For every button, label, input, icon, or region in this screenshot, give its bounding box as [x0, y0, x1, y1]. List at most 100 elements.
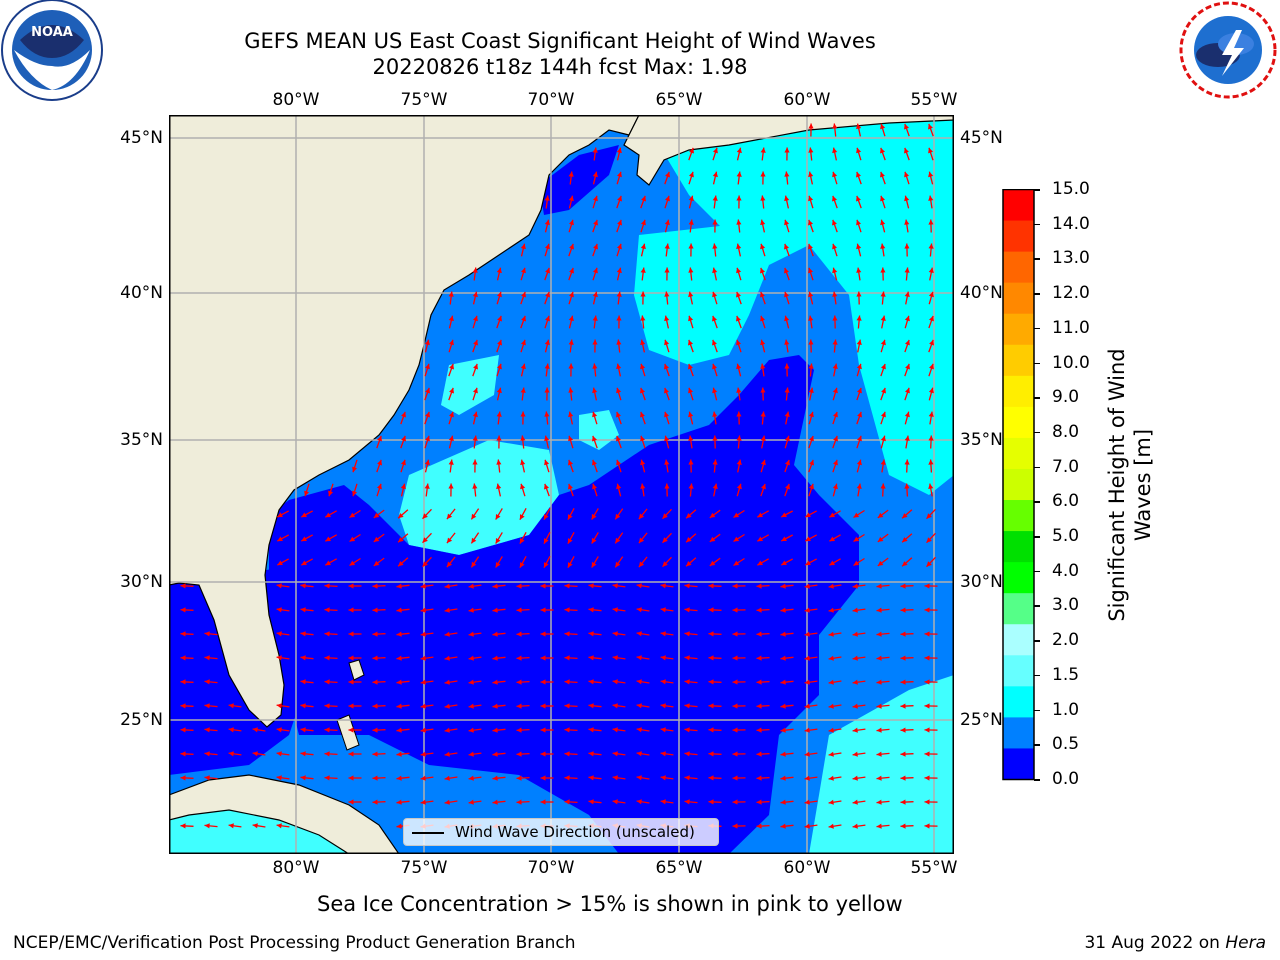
- wave-direction-arrowhead: [833, 411, 838, 418]
- wave-direction-arrowhead: [784, 195, 790, 202]
- wave-direction-arrowhead: [540, 679, 546, 685]
- colorbar-cell: [1003, 344, 1034, 377]
- wave-direction-arrowhead: [545, 267, 550, 274]
- wave-direction-arrowhead: [928, 411, 934, 417]
- wave-direction-arrowhead: [928, 219, 934, 225]
- wave-direction-arrowhead: [492, 703, 498, 709]
- wave-direction-arrowhead: [856, 147, 862, 154]
- wave-direction-arrowhead: [900, 775, 906, 781]
- wave-direction-arrowhead: [928, 171, 934, 178]
- wave-direction-arrowhead: [804, 679, 810, 685]
- wave-direction-arrowhead: [348, 679, 354, 685]
- wave-direction-arrowhead: [276, 631, 282, 637]
- wave-direction-arrowhead: [420, 607, 426, 613]
- wave-direction-arrowhead: [372, 703, 378, 709]
- wave-direction-arrowhead: [880, 243, 886, 249]
- wave-direction-arrowhead: [708, 727, 714, 733]
- wave-direction-arrowhead: [472, 291, 478, 298]
- wave-direction-arrowhead: [396, 823, 402, 829]
- wave-direction-arrowhead: [852, 823, 858, 829]
- wave-direction-arrowhead: [300, 679, 306, 685]
- wave-direction-arrowhead: [516, 799, 522, 805]
- wave-direction-arrowhead: [420, 679, 426, 685]
- wave-direction-arrowhead: [853, 560, 860, 566]
- colorbar-tick-label: 8.0: [1052, 421, 1080, 442]
- wave-direction-arrowhead: [615, 513, 621, 520]
- wave-direction-arrowhead: [852, 655, 858, 661]
- wave-direction-arrowhead: [277, 536, 283, 542]
- wave-direction-arrowhead: [396, 775, 402, 781]
- wave-direction-arrowhead: [520, 411, 526, 417]
- lat-label-right-30n: 30°N: [960, 572, 1003, 592]
- wave-direction-arrowhead: [516, 655, 522, 661]
- wave-direction-arrowhead: [444, 583, 450, 589]
- wave-direction-arrowhead: [564, 751, 570, 757]
- wave-direction-arrowhead: [856, 459, 862, 466]
- wave-direction-arrowhead: [900, 703, 906, 709]
- lon-label-top-65w: 65°W: [655, 90, 703, 110]
- colorbar-cell: [1003, 686, 1034, 718]
- wave-direction-arrowhead: [492, 607, 498, 613]
- wave-direction-arrowhead: [446, 537, 453, 544]
- wave-direction-arrowhead: [636, 799, 642, 805]
- wave-direction-arrowhead: [588, 799, 594, 805]
- wave-direction-arrowhead: [688, 339, 693, 346]
- wave-direction-arrowhead: [568, 363, 574, 369]
- wave-direction-arrowhead: [636, 655, 642, 661]
- wave-direction-arrowhead: [924, 583, 930, 589]
- wave-direction-arrowhead: [808, 243, 813, 250]
- wave-direction-arrowhead: [809, 483, 814, 490]
- wave-direction-arrowhead: [832, 195, 837, 202]
- colorbar-tick-mark: [1034, 293, 1040, 295]
- wave-direction-arrowhead: [928, 123, 933, 130]
- wave-direction-arrowhead: [856, 219, 861, 226]
- wave-height-map: [169, 115, 954, 854]
- wave-direction-arrowhead: [497, 339, 502, 346]
- wave-direction-arrowhead: [736, 195, 742, 201]
- colorbar-cell: [1003, 406, 1034, 439]
- wave-direction-arrowhead: [228, 751, 234, 757]
- wave-direction-arrowhead: [516, 751, 522, 757]
- wave-direction-arrowhead: [180, 655, 186, 661]
- wave-direction-arrowhead: [928, 267, 934, 273]
- wave-direction-arrowhead: [300, 703, 306, 709]
- wave-direction-arrowhead: [521, 291, 526, 298]
- wave-direction-arrowhead: [688, 243, 694, 249]
- wave-direction-arrowhead: [593, 219, 598, 226]
- wave-direction-arrowhead: [252, 751, 258, 757]
- wave-direction-arrowhead: [688, 459, 694, 465]
- wave-direction-arrowhead: [924, 631, 930, 637]
- wave-direction-arrowhead: [372, 583, 378, 589]
- wave-direction-arrowhead: [784, 291, 789, 298]
- wave-direction-arrowhead: [425, 363, 430, 370]
- wave-direction-arrowhead: [228, 703, 234, 709]
- wave-direction-arrowhead: [709, 536, 716, 542]
- wave-direction-arrowhead: [516, 631, 522, 637]
- wave-direction-arrowhead: [396, 679, 402, 685]
- wave-direction-arrowhead: [732, 607, 738, 613]
- wave-direction-arrowhead: [473, 387, 478, 394]
- wave-direction-arrowhead: [900, 751, 906, 757]
- wave-direction-arrowhead: [924, 703, 930, 709]
- wave-direction-arrowhead: [544, 538, 549, 544]
- colorbar-cell: [1003, 313, 1034, 346]
- wave-direction-arrowhead: [496, 459, 502, 465]
- lon-label-bottom-65w: 65°W: [655, 858, 703, 878]
- wave-direction-arrowhead: [684, 751, 690, 757]
- wave-direction-arrowhead: [664, 291, 670, 297]
- wave-direction-arrowhead: [881, 363, 886, 370]
- wave-direction-arrowhead: [664, 315, 670, 322]
- wave-direction-arrowhead: [877, 560, 884, 566]
- wave-direction-arrowhead: [904, 171, 909, 178]
- noaa-logo-text: NOAA: [31, 25, 73, 40]
- wave-direction-arrowhead: [712, 219, 718, 225]
- wave-direction-arrowhead: [592, 483, 597, 490]
- lat-label-left-35n: 35°N: [120, 430, 163, 450]
- wave-direction-arrowhead: [473, 339, 478, 346]
- wave-region-cyan-carolina: [441, 355, 499, 415]
- wave-direction-arrowhead: [496, 411, 502, 417]
- wave-direction-arrowhead: [904, 483, 910, 489]
- wave-direction-arrowhead: [880, 459, 886, 465]
- wave-direction-arrowhead: [612, 679, 618, 685]
- wave-direction-arrowhead: [420, 631, 426, 637]
